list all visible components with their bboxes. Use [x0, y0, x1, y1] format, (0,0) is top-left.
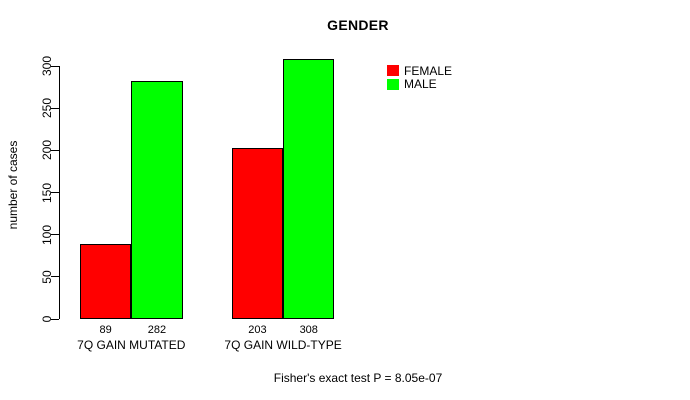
y-tick-label: 250	[40, 98, 54, 119]
legend-item: MALE	[387, 78, 452, 92]
legend: FEMALE MALE	[387, 64, 452, 91]
y-axis-tick	[51, 276, 59, 278]
bar-female-group2	[231, 147, 284, 319]
bar-female-group1	[80, 243, 132, 319]
y-axis-tick	[51, 107, 59, 109]
y-axis-tick	[51, 318, 59, 320]
legend-swatch	[387, 78, 399, 90]
bar-value-label: 282	[147, 324, 167, 336]
legend-swatch	[387, 65, 399, 77]
y-tick-label: 300	[40, 55, 54, 77]
chart-title: GENDER	[327, 17, 389, 33]
y-axis-tick	[51, 65, 59, 67]
legend-label: MALE	[404, 77, 437, 92]
footnote: Fisher's exact test P = 8.05e-07	[273, 371, 443, 385]
bar-male-group1	[131, 81, 183, 319]
legend-item: FEMALE	[387, 64, 452, 78]
y-tick-label: 100	[40, 224, 54, 245]
x-axis-category-label: 7Q GAIN WILD-TYPE	[224, 338, 342, 352]
y-axis-line	[59, 66, 60, 319]
y-axis-tick	[51, 192, 59, 193]
y-tick-label: 0	[40, 315, 54, 323]
bar-male-group2	[283, 59, 335, 319]
y-tick-label: 200	[40, 140, 54, 161]
y-tick-label: 150	[40, 182, 54, 203]
bar-value-label: 203	[248, 324, 267, 336]
y-axis-tick	[51, 234, 59, 236]
bar-value-label: 89	[99, 324, 112, 336]
legend-label: FEMALE	[404, 63, 453, 78]
y-tick-label: 50	[40, 270, 54, 284]
x-axis-category-label: 7Q GAIN MUTATED	[77, 338, 186, 352]
y-axis-tick	[51, 149, 59, 151]
bar-value-label: 308	[299, 324, 318, 336]
